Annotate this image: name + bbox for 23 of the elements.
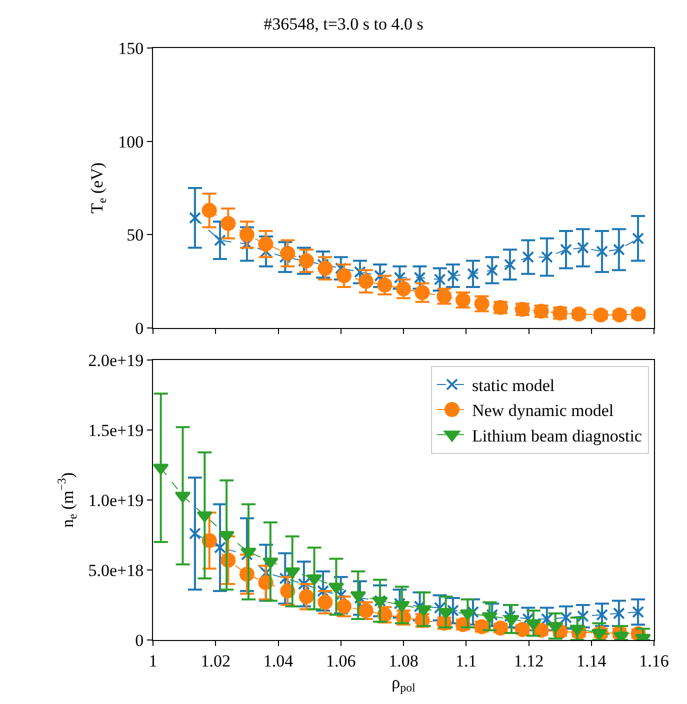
x-tick-label: 1 <box>148 651 158 670</box>
x-tick-label: 1.02 <box>200 651 231 670</box>
y-tick-label: 150 <box>118 38 144 58</box>
y-tick-label: 0 <box>135 318 144 338</box>
y-tick-label: 100 <box>118 132 144 152</box>
x-tick-label: 1.16 <box>639 651 669 670</box>
chart-title: #36548, t=3.0 s to 4.0 s <box>264 14 424 34</box>
x-tick-label: 1.14 <box>576 651 607 670</box>
legend-label: New dynamic model <box>472 401 614 420</box>
y-tick-label: 2.0e+19 <box>88 350 144 370</box>
y-tick-label: 0 <box>135 630 144 650</box>
x-tick-label: 1.08 <box>388 651 418 670</box>
y-tick-label: 5.0e+18 <box>88 560 144 580</box>
x-axis-title: ρ$_{pol}$ <box>392 672 416 694</box>
x-tick-label: 1.12 <box>514 651 544 670</box>
y-tick-label: 50 <box>126 226 144 245</box>
x-tick-label: 1.04 <box>263 651 294 670</box>
x-tick-label: 1.1 <box>456 651 477 670</box>
y-tick-label: 1.0e+19 <box>88 490 144 510</box>
y-tick-label: 1.5e+19 <box>88 420 144 440</box>
legend-label: Lithium beam diagnostic <box>472 426 642 446</box>
legend-label: static model <box>472 376 555 396</box>
x-tick-label: 1.06 <box>326 651 356 670</box>
